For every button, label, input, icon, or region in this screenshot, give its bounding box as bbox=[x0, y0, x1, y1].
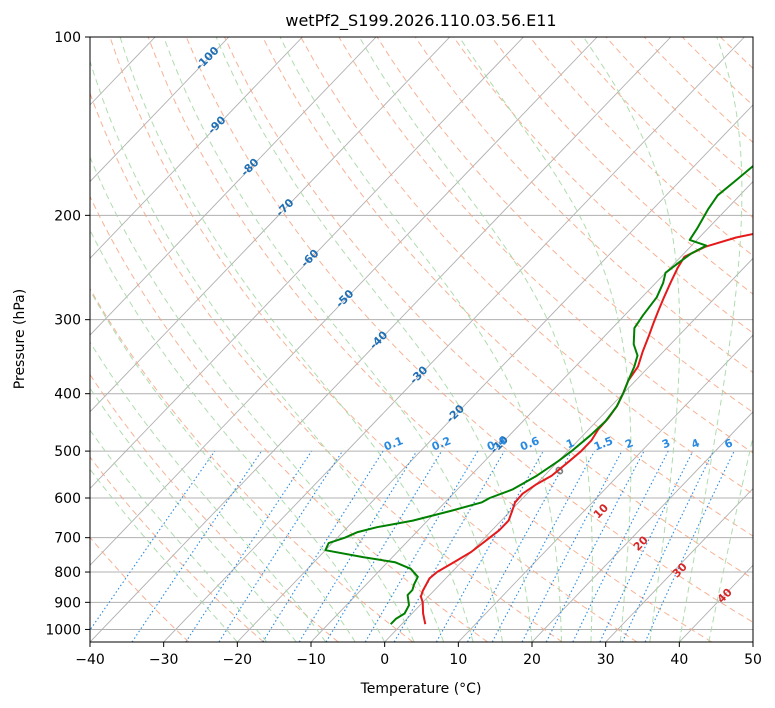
x-tick-label: −30 bbox=[149, 652, 179, 668]
x-tick-label: 0 bbox=[380, 652, 389, 668]
moist-adiabat-line bbox=[163, 37, 503, 642]
isotherm-line bbox=[531, 411, 753, 642]
y-axis-title: Pressure (hPa) bbox=[12, 289, 28, 389]
moist-adiabat-line bbox=[90, 429, 268, 642]
isotherm-line bbox=[90, 37, 451, 413]
moist-adiabat-line bbox=[90, 229, 386, 642]
mixing-ratio-line bbox=[298, 450, 418, 642]
dry-adiabat-line bbox=[491, 37, 753, 295]
x-tick-label: 30 bbox=[597, 652, 615, 668]
dry-adiabat-layer bbox=[90, 37, 753, 642]
mixing-ratio-line bbox=[218, 450, 343, 642]
y-tick-label: 1000 bbox=[45, 622, 81, 638]
grid-layer bbox=[90, 37, 753, 630]
x-axis-title: Temperature (°C) bbox=[360, 681, 482, 697]
y-axis: 1000 900 800 700 600 500 400 300 200 100 bbox=[45, 30, 90, 638]
moist-adiabat-line bbox=[90, 59, 445, 642]
dry-adiabat-line bbox=[185, 37, 753, 623]
moist-adiabat-line bbox=[458, 37, 632, 642]
isotherm-line bbox=[90, 37, 230, 183]
moist-adiabat-line bbox=[215, 37, 533, 642]
isotherm-line bbox=[90, 37, 598, 566]
mixing-ratio-layer bbox=[90, 450, 735, 642]
dry-adiabat-line bbox=[376, 37, 753, 413]
y-tick-label: 600 bbox=[54, 491, 81, 507]
mixing-ratio-line bbox=[545, 450, 645, 642]
y-tick-label: 400 bbox=[54, 387, 81, 403]
isotherm-line bbox=[90, 37, 303, 259]
mixing-ratio-line bbox=[572, 450, 669, 642]
mixing-ratio-line bbox=[325, 450, 443, 642]
series-layer bbox=[324, 164, 753, 625]
mixing-ratio-label: 2 bbox=[623, 436, 635, 451]
moist-adiabat-line bbox=[583, 37, 681, 642]
y-tick-label: 800 bbox=[54, 565, 81, 581]
mixing-ratio-line bbox=[262, 450, 384, 642]
dry-adiabat-line bbox=[90, 287, 414, 642]
dry-adiabat-line bbox=[109, 37, 638, 642]
moist-adiabat-layer bbox=[90, 37, 753, 642]
y-tick-label: 700 bbox=[54, 531, 81, 547]
isotherm-line bbox=[163, 37, 745, 642]
x-tick-label: 50 bbox=[744, 652, 762, 668]
x-tick-label: 10 bbox=[449, 652, 467, 668]
dry-adiabat-line bbox=[90, 195, 488, 642]
isotherm-line bbox=[384, 257, 753, 642]
x-tick-label: −20 bbox=[223, 652, 253, 668]
x-tick-label: −40 bbox=[75, 652, 105, 668]
x-tick-label: 20 bbox=[523, 652, 541, 668]
dewpoint-profile-line bbox=[324, 164, 753, 625]
plot-area: -100-90-80-70-60-50-40-30-20-10 0.1 0.2 0.… bbox=[90, 37, 753, 642]
mixing-ratio-label: 3 bbox=[660, 436, 672, 451]
x-tick-label: 40 bbox=[670, 652, 688, 668]
y-tick-label: 500 bbox=[54, 444, 81, 460]
dry-adiabat-line bbox=[90, 91, 563, 642]
moist-adiabat-line bbox=[678, 37, 743, 642]
moist-adiabat-line bbox=[90, 341, 327, 642]
moist-adiabat-line bbox=[708, 434, 753, 642]
y-tick-label: 300 bbox=[54, 313, 81, 329]
isotherm-line bbox=[90, 37, 672, 642]
moist-adiabat-line bbox=[90, 387, 297, 642]
y-tick-label: 100 bbox=[54, 30, 81, 46]
moist-adiabat-line bbox=[119, 37, 474, 642]
isotherm-line bbox=[458, 334, 753, 642]
mixing-ratio-line bbox=[467, 450, 573, 642]
dry-adiabat-line bbox=[90, 456, 264, 642]
dry-adiabat-line bbox=[147, 37, 712, 642]
moist-adiabat-line bbox=[90, 468, 238, 642]
x-axis: −40 −30 −20 −10 0 10 20 30 40 50 bbox=[75, 642, 762, 668]
isotherm-line bbox=[605, 487, 753, 642]
isotherm-line bbox=[90, 37, 377, 336]
dry-adiabat-line bbox=[414, 37, 753, 374]
mixing-ratio-label: 1 bbox=[564, 436, 576, 451]
x-tick-label: −10 bbox=[296, 652, 326, 668]
mixing-ratio-line bbox=[491, 450, 595, 642]
dry-adiabat-line bbox=[452, 37, 753, 334]
moist-adiabat-line bbox=[90, 289, 356, 642]
mixing-ratio-line bbox=[435, 450, 544, 642]
plot-frame bbox=[89, 36, 754, 643]
isotherm-line bbox=[90, 37, 524, 490]
moist-adiabat-line bbox=[279, 37, 562, 642]
moist-adiabat-line bbox=[358, 37, 593, 642]
y-tick-label: 900 bbox=[54, 595, 81, 611]
mixing-ratio-line bbox=[90, 450, 216, 632]
isotherm-layer bbox=[90, 37, 753, 642]
y-tick-label: 200 bbox=[54, 208, 81, 224]
chart-title: wetPf2_S199.2026.110.03.56.E11 bbox=[285, 11, 556, 31]
mixing-ratio-line bbox=[131, 450, 263, 642]
mixing-ratio-line bbox=[185, 450, 313, 642]
